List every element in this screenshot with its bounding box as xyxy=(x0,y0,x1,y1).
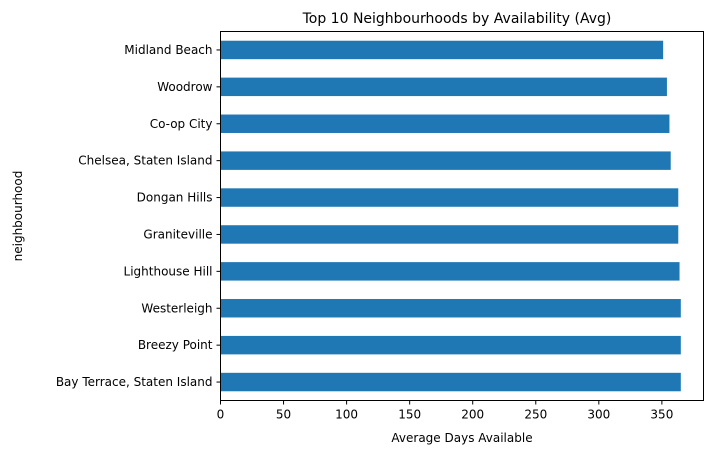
y-tick-label-4: Dongan Hills xyxy=(137,191,213,205)
bar-6 xyxy=(220,262,680,281)
bar-5 xyxy=(220,225,679,244)
x-tick-label-1: 50 xyxy=(276,408,291,422)
bars-group xyxy=(220,40,681,392)
y-axis-ticks: Midland Beach Woodrow Co-op City Chelsea, S… xyxy=(56,43,221,389)
y-tick-label-3: Chelsea, Staten Island xyxy=(78,154,212,168)
bar-8 xyxy=(220,335,681,355)
chart-title: Top 10 Neighbourhoods by Availability (A… xyxy=(302,11,612,27)
y-tick-label-5: Graniteville xyxy=(143,227,212,241)
x-tick-label-0: 0 xyxy=(217,408,225,422)
y-tick-label-0: Midland Beach xyxy=(124,43,212,57)
y-tick-label-7: Westerleigh xyxy=(141,301,212,315)
x-tick-label-4: 200 xyxy=(461,408,484,422)
y-tick-label-9: Bay Terrace, Staten Island xyxy=(56,375,213,389)
bar-9 xyxy=(220,372,681,392)
x-tick-label-7: 350 xyxy=(650,408,673,422)
y-tick-label-2: Co-op City xyxy=(150,117,213,131)
bar-0 xyxy=(220,40,664,60)
x-tick-label-3: 150 xyxy=(398,408,421,422)
x-tick-label-6: 300 xyxy=(587,408,610,422)
y-tick-label-8: Breezy Point xyxy=(138,338,213,352)
x-tick-label-2: 100 xyxy=(335,408,358,422)
y-axis-label: neighbourhood xyxy=(11,171,25,262)
x-axis-ticks: 0 50 100 150 200 250 300 350 xyxy=(217,400,673,422)
y-tick-label-1: Woodrow xyxy=(157,80,212,94)
plot-frame xyxy=(220,31,704,401)
bar-4 xyxy=(220,188,679,207)
bar-3 xyxy=(220,151,671,170)
bar-1 xyxy=(220,77,667,97)
y-tick-label-6: Lighthouse Hill xyxy=(124,264,213,278)
x-axis-label: Average Days Available xyxy=(391,431,532,445)
x-tick-label-5: 250 xyxy=(524,408,547,422)
bar-2 xyxy=(220,114,670,133)
bar-7 xyxy=(220,299,681,318)
